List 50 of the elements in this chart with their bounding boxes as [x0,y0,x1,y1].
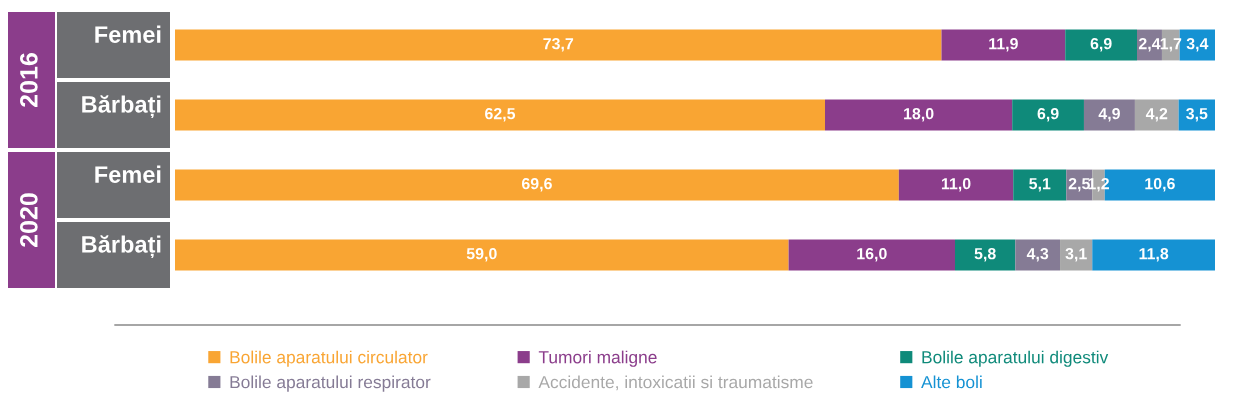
data-label: 2,4 [1138,37,1161,52]
data-label: 59,0 [466,247,497,262]
bar [898,169,1014,201]
legend-label: Bolile aparatului digestiv [922,350,1109,367]
data-label: 5,8 [974,247,996,262]
legend-label: Tumori maligne [538,350,657,367]
y-tick-label: Femei [95,25,161,43]
bar [955,239,1016,271]
data-label: 4,2 [1145,107,1168,122]
bar [175,29,942,61]
data-label: 16,0 [857,247,887,262]
data-label: 73,7 [543,37,574,52]
y-tick-label: Femei [95,165,161,183]
data-label: 3,5 [1186,107,1208,122]
text: 2020 [20,193,38,247]
data-label: 6,9 [1037,107,1059,122]
bar [175,239,789,271]
bar [825,99,1013,131]
data-label: 11,9 [989,37,1018,52]
data-label: 18,0 [904,107,934,122]
data-label: 3,1 [1065,247,1087,262]
data-label: 6,9 [1090,37,1112,52]
bar [1134,99,1179,131]
bar [788,239,955,271]
bar [175,99,825,131]
y-tick-label: Bărbați [82,235,161,259]
bar [1083,99,1135,131]
data-label: 4,9 [1098,107,1120,122]
data-label: 4,3 [1026,247,1049,262]
data-label: 62,5 [485,107,516,122]
legend-label: Bolile aparatului respirator [230,375,431,392]
bar [941,29,1066,61]
data-label: 5,1 [1029,178,1051,192]
data-label: 11,8 [1139,247,1169,262]
data-label: 3,4 [1186,37,1209,52]
data-label: 11,0 [941,177,971,192]
legend-label: Alte boli [921,375,982,389]
text: 2016 [20,53,38,107]
bar [1065,29,1137,61]
legend-label: Bolile aparatului circulator [230,350,428,367]
data-label: 2,5 [1068,177,1090,192]
y-tick-label: Bărbați [82,95,161,119]
data-label: 10,6 [1145,177,1175,192]
bar [175,169,899,201]
bar [1012,99,1084,131]
bar [1013,169,1067,201]
bar [1092,239,1215,271]
legend-label: Accidente, intoxicatii si traumatisme [538,375,813,391]
bar [1015,239,1061,271]
data-label: 69,6 [521,177,552,192]
